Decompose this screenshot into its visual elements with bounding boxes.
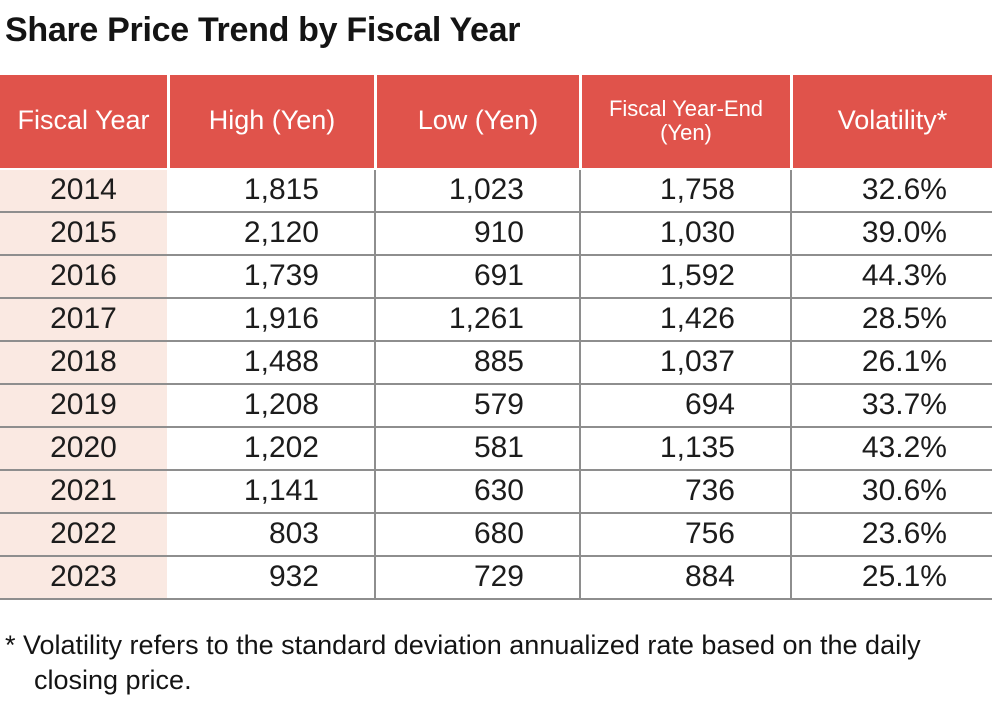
column-header-high: High (Yen) bbox=[167, 74, 374, 168]
low-cell: 581 bbox=[374, 427, 579, 469]
year-end-cell: 736 bbox=[579, 470, 790, 512]
fiscal-year-cell: 2014 bbox=[0, 169, 167, 211]
page-title: Share Price Trend by Fiscal Year bbox=[5, 11, 521, 49]
low-cell: 1,023 bbox=[374, 169, 579, 211]
fiscal-year-cell: 2019 bbox=[0, 384, 167, 426]
volatility-cell: 28.5% bbox=[790, 298, 992, 340]
high-cell: 932 bbox=[268, 560, 319, 594]
table-row-2023: 2023 932 729 884 25.1% bbox=[0, 556, 992, 600]
fiscal-year-cell: 2016 bbox=[0, 255, 167, 297]
volatility-cell: 25.1% bbox=[790, 556, 992, 598]
high-cell: 1,739 bbox=[243, 259, 319, 293]
low-cell: 579 bbox=[374, 384, 579, 426]
high-cell: 1,202 bbox=[243, 431, 319, 465]
volatility-cell: 43.2% bbox=[790, 427, 992, 469]
year-end-cell: 1,426 bbox=[579, 298, 790, 340]
fiscal-year-cell: 2020 bbox=[0, 427, 167, 469]
high-cell: 1,208 bbox=[243, 388, 319, 422]
column-header-low: Low (Yen) bbox=[374, 74, 579, 168]
fiscal-year-cell: 2018 bbox=[0, 341, 167, 383]
fiscal-year-cell: 2021 bbox=[0, 470, 167, 512]
high-cell: 1,916 bbox=[243, 302, 319, 336]
year-end-cell: 694 bbox=[579, 384, 790, 426]
fiscal-year-cell: 2017 bbox=[0, 298, 167, 340]
table-row-2017: 2017 1,916 1,261 1,426 28.5% bbox=[0, 298, 992, 342]
low-cell: 630 bbox=[374, 470, 579, 512]
volatility-cell: 33.7% bbox=[790, 384, 992, 426]
high-cell: 1,815 bbox=[243, 173, 319, 207]
column-header-volatility: Volatility* bbox=[790, 74, 992, 168]
table-row-2014: 2014 1,815 1,023 1,758 32.6% bbox=[0, 169, 992, 213]
low-cell: 885 bbox=[374, 341, 579, 383]
volatility-footnote: * Volatility refers to the standard devi… bbox=[5, 629, 921, 695]
year-end-cell: 756 bbox=[579, 513, 790, 555]
year-end-cell: 1,037 bbox=[579, 341, 790, 383]
page: Share Price Trend by Fiscal Year Fiscal … bbox=[0, 11, 992, 695]
volatility-cell: 30.6% bbox=[790, 470, 992, 512]
volatility-cell: 32.6% bbox=[790, 169, 992, 211]
fiscal-year-cell: 2015 bbox=[0, 212, 167, 254]
low-cell: 691 bbox=[374, 255, 579, 297]
fiscal-year-cell: 2022 bbox=[0, 513, 167, 555]
column-header-fiscal-year: Fiscal Year bbox=[17, 105, 150, 136]
volatility-cell: 44.3% bbox=[790, 255, 992, 297]
table-header-row: Fiscal Year High (Yen) Low (Yen) Fiscal … bbox=[0, 74, 992, 170]
volatility-cell: 23.6% bbox=[790, 513, 992, 555]
year-end-cell: 1,592 bbox=[579, 255, 790, 297]
table-row-2016: 2016 1,739 691 1,592 44.3% bbox=[0, 255, 992, 299]
year-end-cell: 1,030 bbox=[579, 212, 790, 254]
table-row-2020: 2020 1,202 581 1,135 43.2% bbox=[0, 427, 992, 471]
table-row-2021: 2021 1,141 630 736 30.6% bbox=[0, 470, 992, 514]
year-end-cell: 1,758 bbox=[579, 169, 790, 211]
low-cell: 1,261 bbox=[374, 298, 579, 340]
low-cell: 910 bbox=[374, 212, 579, 254]
table-row-2018: 2018 1,488 885 1,037 26.1% bbox=[0, 341, 992, 385]
year-end-cell: 884 bbox=[579, 556, 790, 598]
column-header-fiscal-year-end: Fiscal Year-End (Yen) bbox=[579, 74, 790, 168]
volatility-cell: 39.0% bbox=[790, 212, 992, 254]
table-row-2015: 2015 2,120 910 1,030 39.0% bbox=[0, 212, 992, 256]
year-end-cell: 1,135 bbox=[579, 427, 790, 469]
high-cell: 803 bbox=[268, 517, 319, 551]
high-cell: 2,120 bbox=[243, 216, 319, 250]
low-cell: 729 bbox=[374, 556, 579, 598]
low-cell: 680 bbox=[374, 513, 579, 555]
table-row-2022: 2022 803 680 756 23.6% bbox=[0, 513, 992, 557]
high-cell: 1,488 bbox=[243, 345, 319, 379]
table-row-2019: 2019 1,208 579 694 33.7% bbox=[0, 384, 992, 428]
share-price-table: Fiscal Year High (Yen) Low (Yen) Fiscal … bbox=[0, 74, 992, 600]
volatility-cell: 26.1% bbox=[790, 341, 992, 383]
fiscal-year-cell: 2023 bbox=[0, 556, 167, 598]
high-cell: 1,141 bbox=[243, 474, 319, 508]
